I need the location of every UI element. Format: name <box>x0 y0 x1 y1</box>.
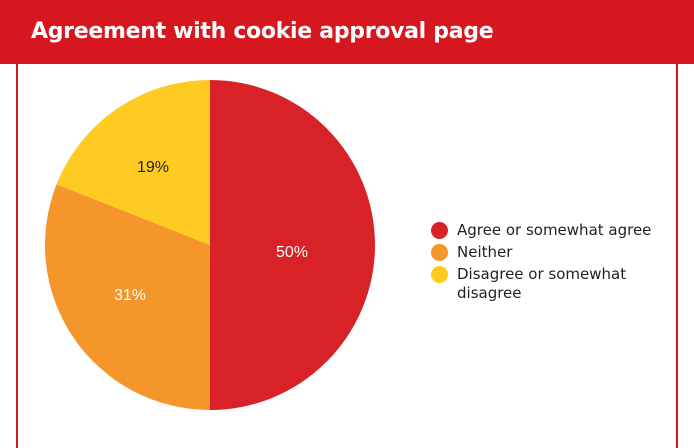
chart-title: Agreement with cookie approval page <box>31 19 494 44</box>
slice-label-neither: 31% <box>114 287 146 304</box>
pie-slice-neither <box>44 184 211 410</box>
chart-header: Agreement with cookie approval page <box>0 0 694 64</box>
slice-label-disagree: 19% <box>137 159 169 176</box>
legend-swatch-agree <box>431 222 448 239</box>
legend-label-agree: Agree or somewhat agree <box>457 221 652 239</box>
legend-label-neither: Neither <box>457 243 513 261</box>
legend-item: Neither <box>431 243 671 262</box>
legend-label-disagree: Disagree or somewhat disagree <box>457 265 627 302</box>
legend-item: Disagree or somewhat disagree <box>431 265 667 303</box>
legend-swatch-disagree <box>431 266 448 283</box>
pie-slice-agree <box>210 80 375 410</box>
chart-legend: Agree or somewhat agree Neither Disagree… <box>431 221 671 306</box>
slice-label-agree: 50% <box>276 244 308 261</box>
legend-swatch-neither <box>431 244 448 261</box>
pie-slice-disagree <box>56 80 210 245</box>
legend-item: Agree or somewhat agree <box>431 221 671 240</box>
